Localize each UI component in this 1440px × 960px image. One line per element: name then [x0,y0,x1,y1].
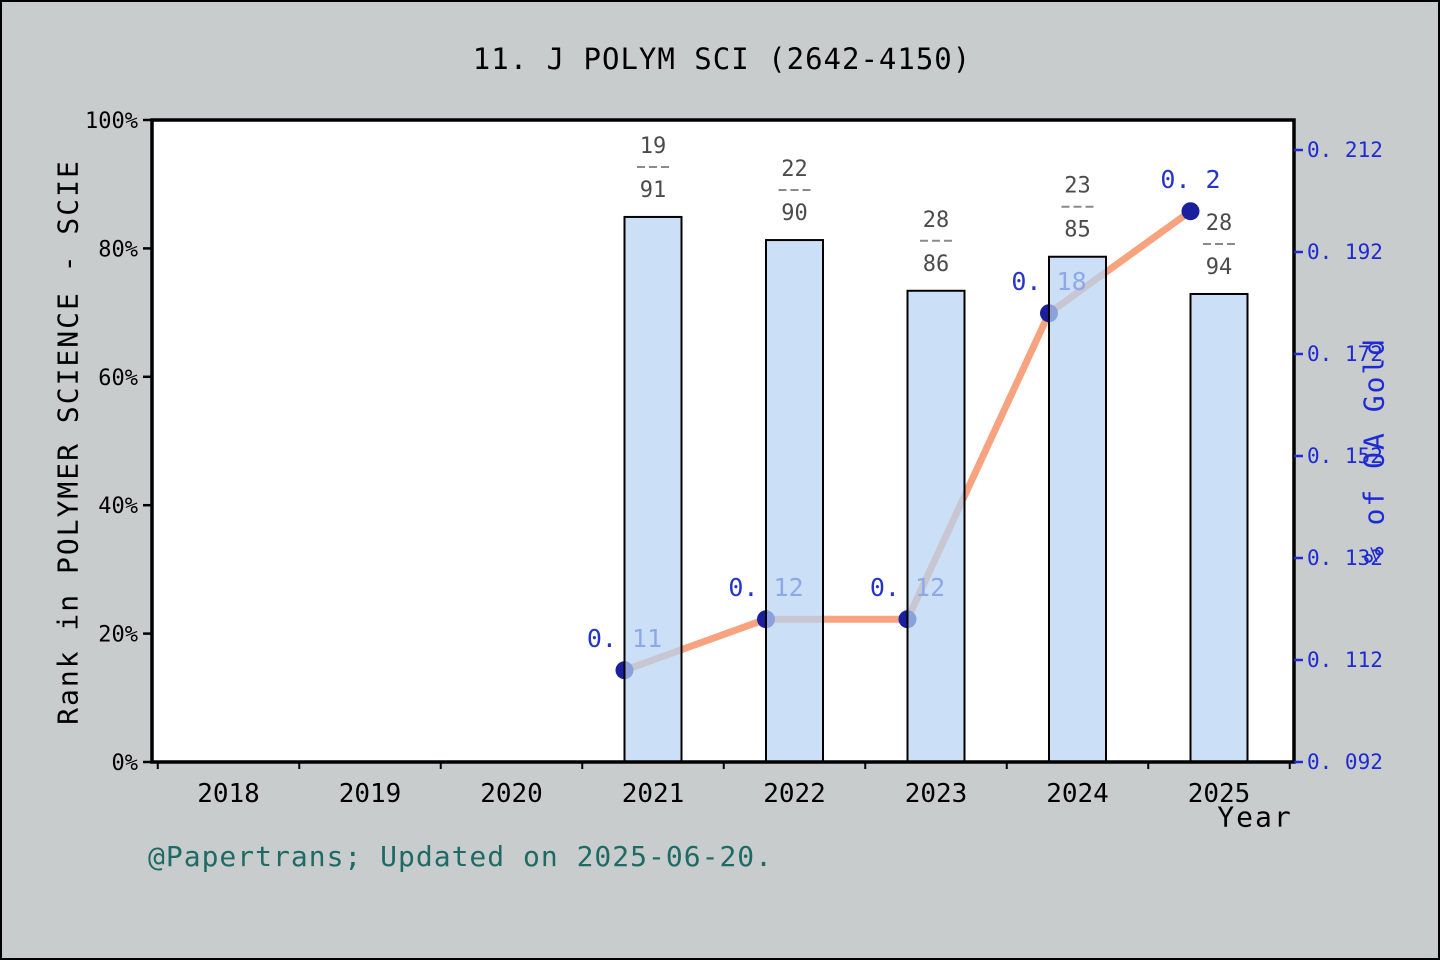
rank-numerator-2021: 19 [640,134,667,159]
y-left-tick-label: 100% [85,109,138,134]
y-right-tick-label: 0. 092 [1307,750,1383,774]
x-tick-label-2025: 2025 [1188,779,1251,809]
y-right-tick-label: 0. 192 [1307,240,1383,264]
rank-numerator-2022: 22 [781,157,808,182]
y-right-tick-label: 0. 132 [1307,546,1383,570]
x-axis-label: Year [1217,800,1293,834]
chart-title: 11. J POLYM SCI (2642-4150) [472,42,972,76]
rank-denominator-2024: 85 [1064,218,1091,243]
y-right-tick-label: 0. 152 [1307,444,1383,468]
y-right-tick-label: 0. 112 [1307,648,1383,672]
x-tick-label-2019: 2019 [339,779,402,809]
rank-denominator-2021: 91 [640,178,667,203]
y-axis-right-label: % of OA Gold [1357,336,1391,564]
rank-denominator-2023: 86 [923,252,950,277]
y-right-tick-label: 0. 212 [1307,138,1383,162]
x-tick-label-2020: 2020 [480,779,543,809]
x-tick-label-2021: 2021 [622,779,685,809]
y-left-tick-label: 60% [98,366,138,391]
x-tick-label-2018: 2018 [197,779,260,809]
rank-denominator-2022: 90 [781,201,808,226]
watermark-footer: @Papertrans; Updated on 2025-06-20. [148,840,774,873]
x-tick-label-2024: 2024 [1046,779,1109,809]
y-left-tick-label: 40% [98,494,138,519]
rank-numerator-2025: 28 [1206,211,1233,236]
rank-numerator-2023: 28 [923,208,950,233]
line-point-2025 [1181,202,1200,221]
bar-2022 [765,239,824,763]
x-tick-label-2022: 2022 [763,779,826,809]
bar-2023 [906,289,966,763]
y-left-tick-label: 20% [98,623,138,648]
y-right-tick-label: 0. 172 [1307,342,1383,366]
rank-numerator-2024: 23 [1064,174,1091,199]
bar-2025 [1189,292,1249,763]
plot-background [152,120,1294,762]
point-label-2025: 0. 2 [1160,165,1220,194]
y-left-tick-label: 0% [112,751,139,776]
y-left-tick-label: 80% [98,237,138,262]
bar-2024 [1048,255,1107,763]
y-axis-left-label: Rank in POLYMER SCIENCE - SCIE [51,159,85,725]
x-tick-label-2023: 2023 [905,779,968,809]
bar-2021 [623,215,683,763]
rank-denominator-2025: 94 [1206,255,1233,280]
